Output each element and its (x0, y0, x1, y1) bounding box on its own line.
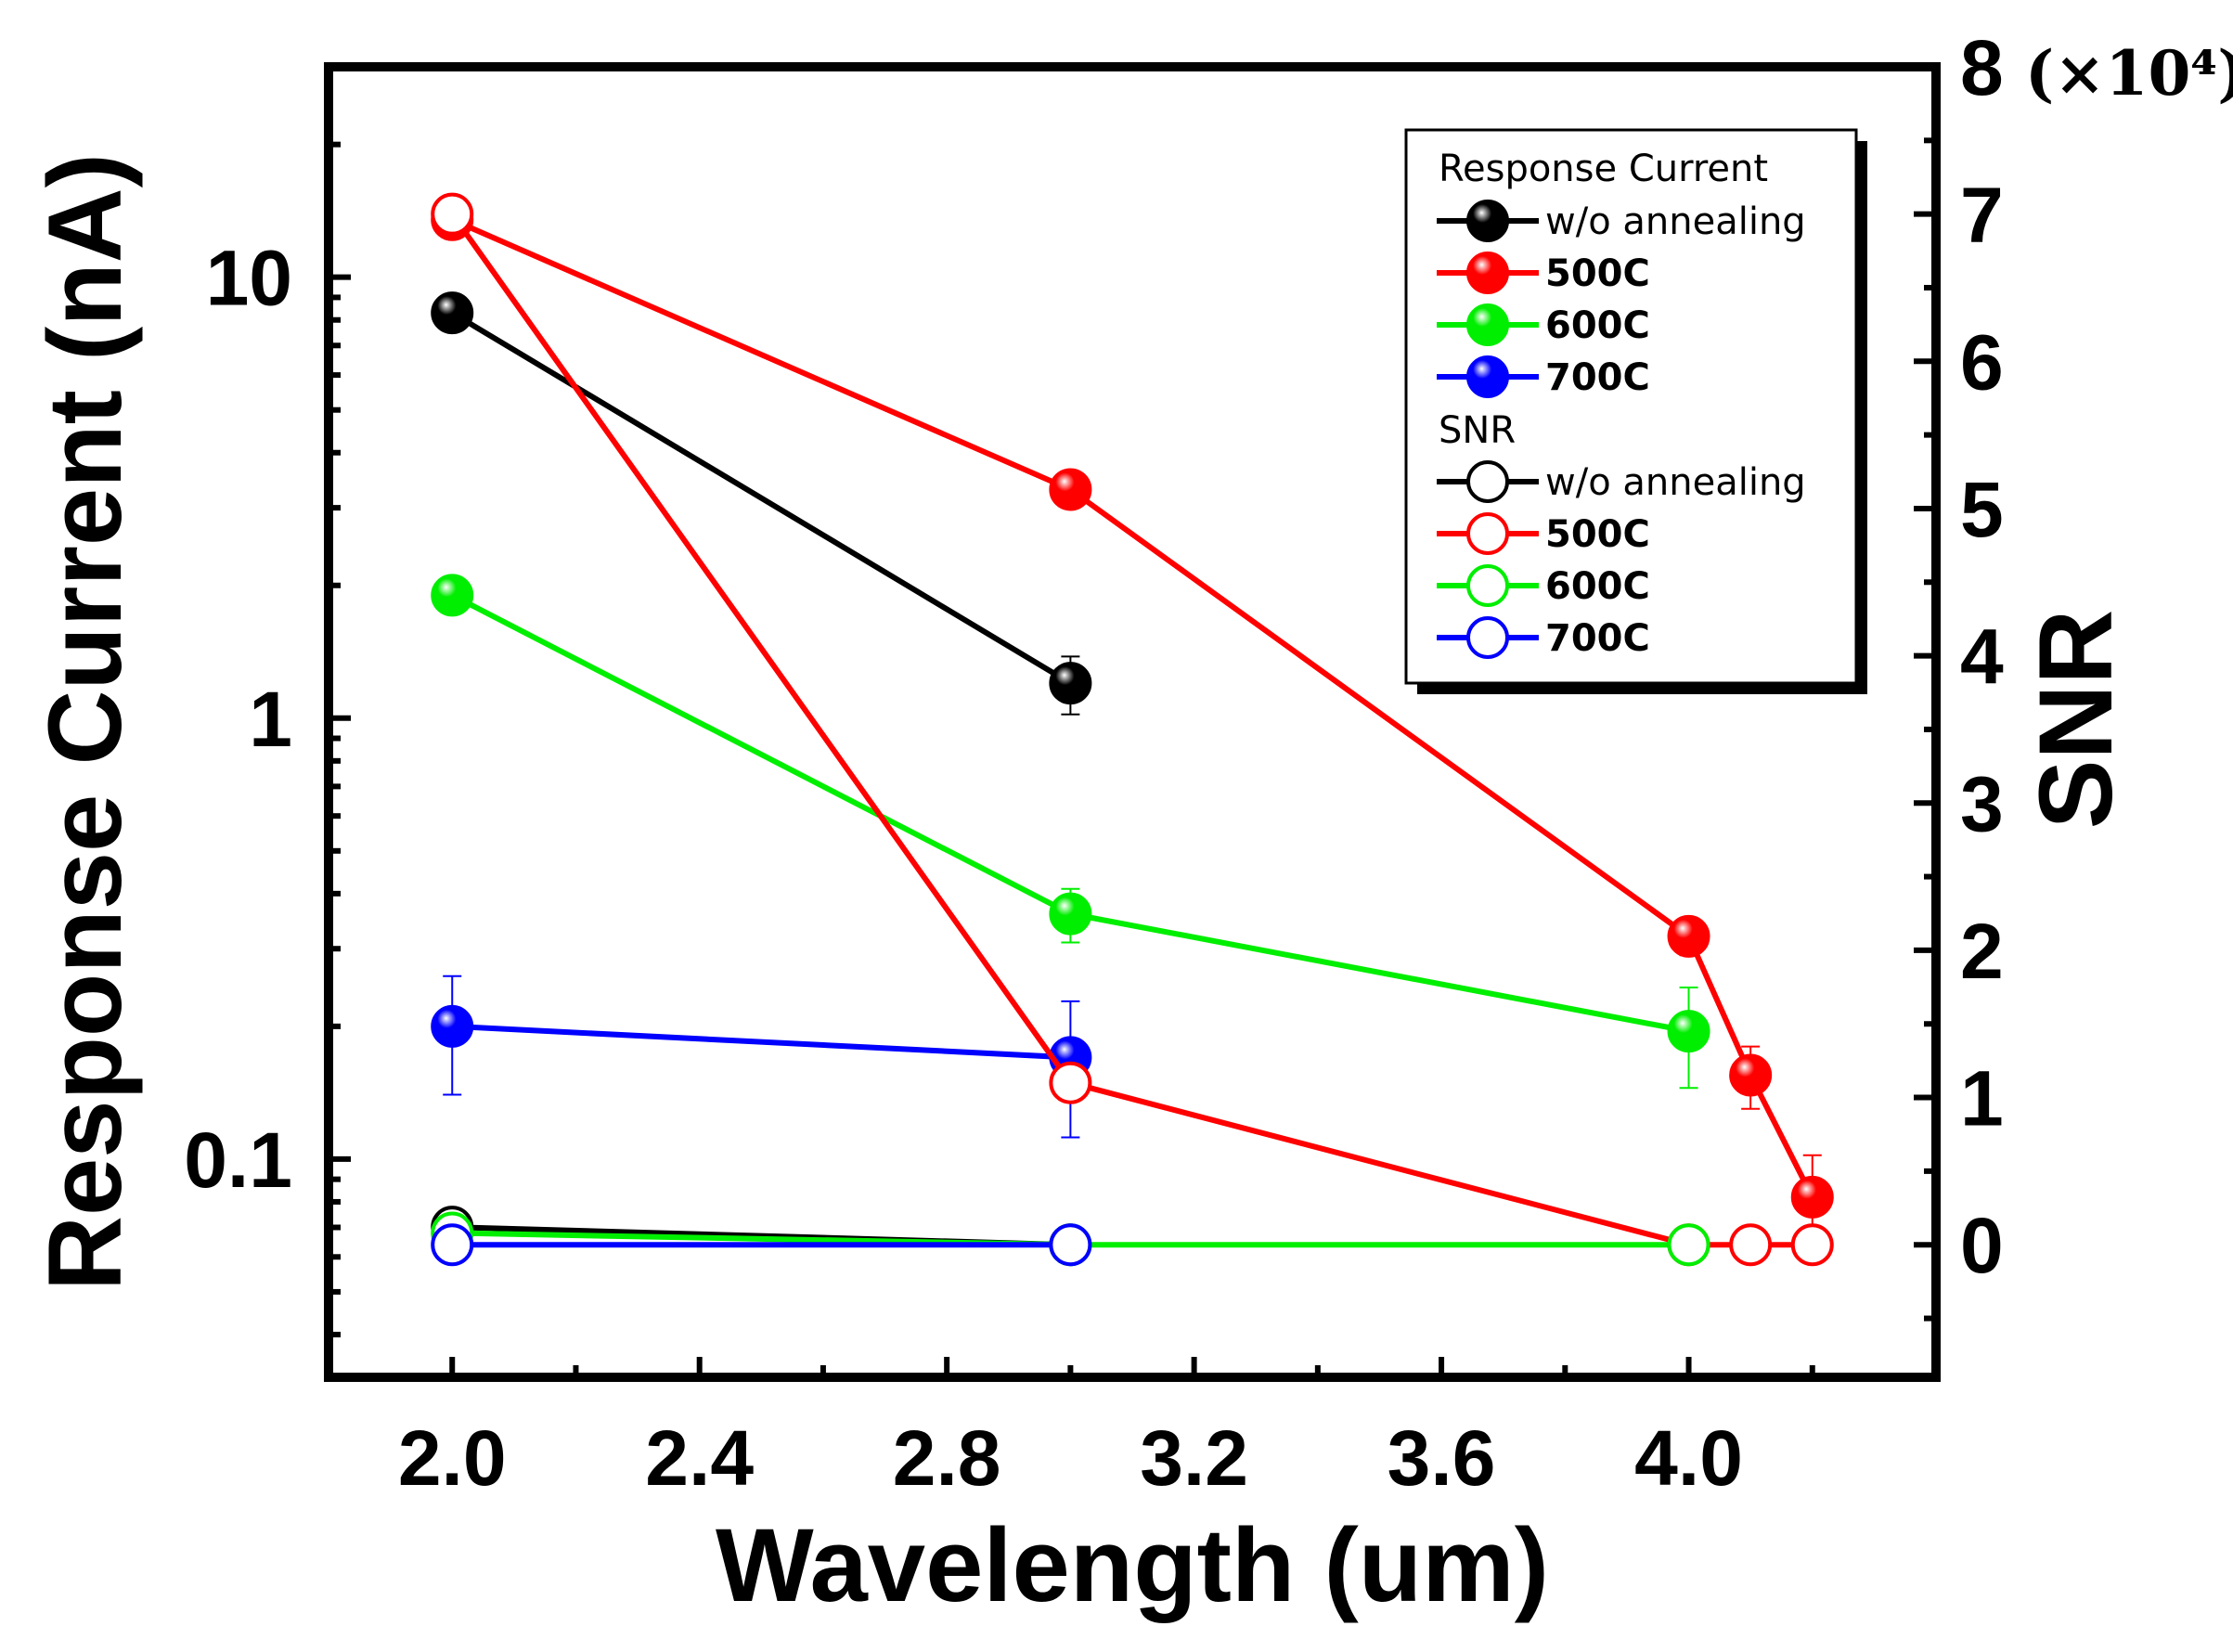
current-point-600c (1049, 892, 1092, 936)
legend-marker-current-w-o-annealing (1466, 200, 1509, 242)
y2-tick-label: 7 (1960, 172, 2004, 259)
legend-current-header: Response Current (1439, 148, 1768, 190)
ticks-layer: 2.0 2.4 2.8 3.2 3.6 4.0 0.1 1 10 0 1 2 3 4 5 6 7 8 (184, 24, 2004, 1502)
legend-label-current-600c: 600C (1545, 304, 1650, 347)
current-line-w-o-annealing (450, 310, 1072, 686)
y2-tick-label: 3 (1960, 760, 2004, 847)
legend-marker-snr-500c (1466, 512, 1509, 555)
snr-series-layer (431, 192, 1834, 1267)
legend-marker-snr-600c (1466, 564, 1509, 607)
legend-entries: w/o annealing 500C 600C 700C w/o annealing 50… (1437, 200, 1806, 660)
snr-point-700c (431, 1223, 474, 1267)
current-point-700c (431, 1004, 474, 1048)
snr-point-500c (1049, 1061, 1092, 1104)
legend-label-current-700c: 700C (1545, 356, 1650, 399)
y2-tick-label: 1 (1960, 1055, 2004, 1142)
y2-tick-label: 5 (1960, 466, 2004, 553)
snr-point-500c (1790, 1223, 1834, 1267)
x-tick-label: 3.2 (1140, 1414, 1248, 1502)
legend-marker-current-600c (1466, 303, 1509, 346)
x-axis-title: Wavelength (um) (716, 1507, 1549, 1623)
y-tick-label: 0.1 (184, 1116, 292, 1204)
legend: Response Current SNR w/o annealing 500C 60… (1404, 128, 1867, 694)
current-point-500c (1729, 1053, 1773, 1097)
legend-marker-snr-w-o-annealing (1466, 460, 1509, 503)
legend-marker-current-500c (1466, 252, 1509, 294)
x-tick-label: 2.4 (645, 1414, 754, 1502)
current-point-600c (431, 574, 474, 617)
y-axis-title: Response Current (nA) (27, 153, 143, 1291)
legend-snr-header: SNR (1439, 409, 1516, 452)
x-tick-label: 2.8 (893, 1414, 1001, 1502)
current-point-w-o-annealing (431, 291, 474, 335)
y-tick-label: 1 (249, 676, 292, 763)
snr-point-500c (431, 192, 474, 236)
legend-label-current-w-o-annealing: w/o annealing (1545, 200, 1806, 243)
plot-frame (324, 62, 1941, 1382)
snr-point-600c (1667, 1223, 1710, 1267)
legend-label-snr-500c: 500C (1545, 513, 1650, 556)
y-tick-label: 10 (206, 235, 292, 322)
snr-point-500c (1729, 1223, 1773, 1267)
x-tick-label: 2.0 (398, 1414, 507, 1502)
legend-marker-current-700c (1466, 355, 1509, 398)
current-point-500c (1667, 914, 1710, 958)
current-point-500c (1790, 1175, 1834, 1219)
current-point-w-o-annealing (1049, 662, 1092, 705)
legend-label-snr-600c: 600C (1545, 565, 1650, 608)
legend-marker-snr-700c (1466, 616, 1509, 659)
current-point-600c (1667, 1010, 1710, 1053)
y2-tick-label: 8 (1960, 24, 2004, 111)
x-tick-label: 4.0 (1634, 1414, 1743, 1502)
y2-tick-label: 2 (1960, 908, 2004, 995)
current-series-layer (431, 198, 1834, 1252)
current-line-700c (452, 1023, 1071, 1061)
snr-point-700c (1049, 1223, 1092, 1267)
current-point-500c (1049, 468, 1092, 511)
y2-tick-label: 0 (1960, 1202, 2004, 1289)
y2-tick-label: 6 (1960, 318, 2004, 406)
x-tick-label: 3.6 (1388, 1414, 1496, 1502)
legend-label-current-500c: 500C (1545, 252, 1650, 295)
y2-tick-label: 4 (1960, 613, 2004, 701)
legend-label-snr-w-o-annealing: w/o annealing (1545, 461, 1806, 504)
legend-label-snr-700c: 700C (1545, 617, 1650, 660)
y2-axis-title: SNR (2018, 610, 2134, 829)
y2-axis-unit: (×10⁴) (2025, 37, 2233, 110)
